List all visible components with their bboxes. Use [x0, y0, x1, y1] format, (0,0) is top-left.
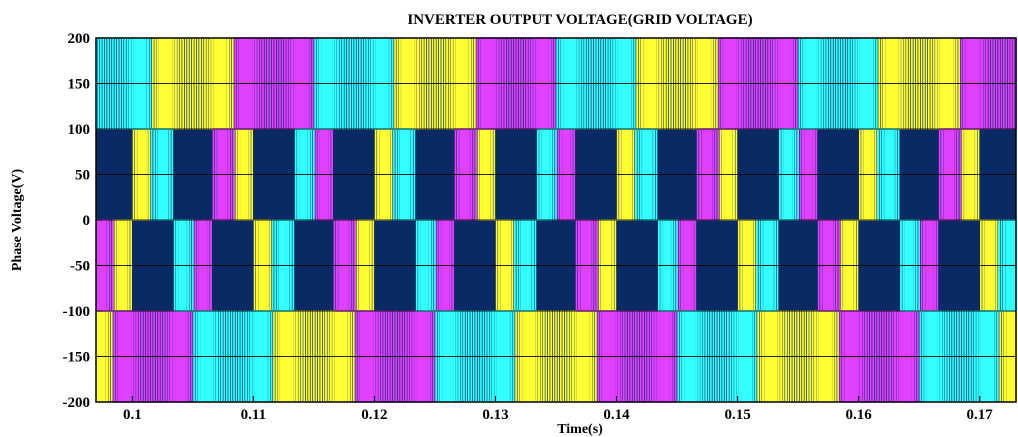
y-tick-label: 50: [75, 168, 90, 184]
y-tick-label: 0: [83, 213, 91, 229]
y-tick-label: -50: [70, 259, 90, 275]
x-tick-label: 0.11: [241, 407, 266, 423]
y-tick-label: 200: [68, 31, 91, 47]
y-tick-label: -100: [63, 304, 91, 320]
x-tick-label: 0.13: [482, 407, 508, 423]
x-tick-label: 0.1: [123, 407, 142, 423]
plot-area: [95, 37, 1017, 403]
gridlines: [96, 83, 1016, 357]
x-tick-label: 0.14: [603, 407, 630, 423]
x-tick-label: 0.12: [361, 407, 387, 423]
y-tick-label: 100: [68, 122, 91, 138]
x-tick-label: 0.15: [724, 407, 750, 423]
y-axis-ticks: 200 150 100 50 0 -50 -100 -150 -200: [63, 31, 102, 411]
x-tick-label: 0.16: [846, 407, 873, 423]
y-tick-label: -150: [63, 350, 91, 366]
x-tick-label: 0.17: [967, 407, 994, 423]
x-axis-label: Time(s): [557, 422, 603, 437]
chart-title: INVERTER OUTPUT VOLTAGE(GRID VOLTAGE): [407, 12, 752, 28]
y-tick-label: 150: [68, 77, 91, 93]
y-tick-label: -200: [63, 395, 91, 411]
y-axis-label: Phase Voltage(V): [10, 169, 25, 272]
x-axis-ticks: 0.1 0.11 0.12 0.13 0.14 0.15 0.16 0.17: [123, 396, 993, 423]
